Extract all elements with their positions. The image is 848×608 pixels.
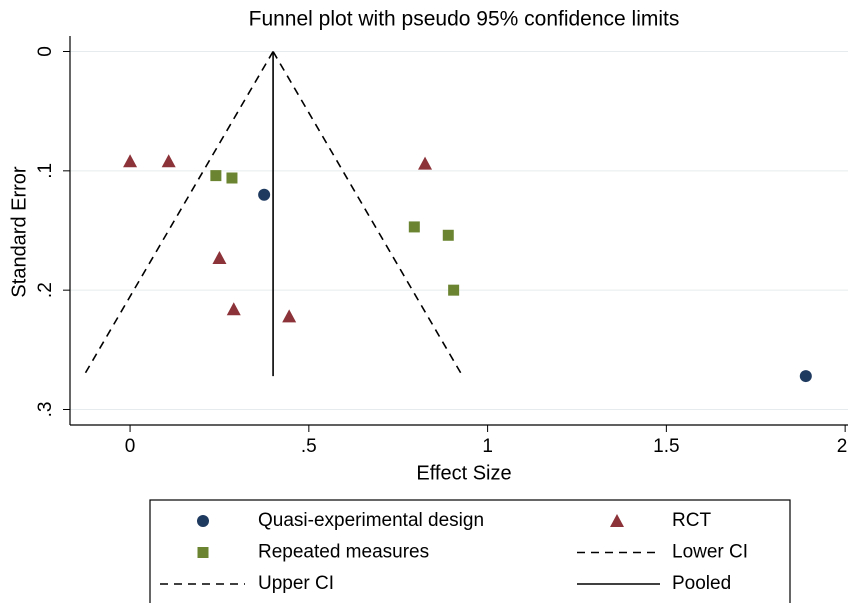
x-tick-label: .5 xyxy=(301,436,317,457)
point xyxy=(448,284,460,296)
legend-label: Pooled xyxy=(672,573,731,594)
y-axis-label: Standard Error xyxy=(8,166,30,298)
point xyxy=(161,154,176,168)
x-tick-label: 0 xyxy=(125,436,136,457)
point xyxy=(408,221,420,233)
legend-swatch xyxy=(610,514,624,527)
point xyxy=(799,370,812,383)
point xyxy=(210,170,222,182)
point xyxy=(418,156,433,170)
y-tick-label: .1 xyxy=(35,163,56,179)
legend-label: Quasi-experimental design xyxy=(258,510,484,531)
y-tick-label: .3 xyxy=(35,402,56,418)
legend-swatch xyxy=(197,547,209,558)
x-tick-label: 1.5 xyxy=(653,436,679,457)
x-tick-label: 2 xyxy=(837,436,848,457)
series-line xyxy=(82,51,274,377)
legend-swatch xyxy=(197,515,209,527)
x-tick-label: 1 xyxy=(482,436,493,457)
x-axis-label: Effect Size xyxy=(416,462,511,484)
y-tick-label: 0 xyxy=(35,46,56,57)
point xyxy=(212,250,227,264)
point xyxy=(258,188,271,201)
legend-label: Repeated measures xyxy=(258,542,429,563)
legend-label: RCT xyxy=(672,510,711,531)
legend-box xyxy=(149,499,791,608)
point xyxy=(226,172,238,184)
legend-label: Upper CI xyxy=(258,573,334,594)
series-line xyxy=(272,51,464,377)
y-tick-label: .2 xyxy=(35,282,56,298)
chart-title: Funnel plot with pseudo 95% confidence l… xyxy=(249,8,680,31)
point xyxy=(442,229,454,241)
point xyxy=(282,309,297,323)
legend-label: Lower CI xyxy=(672,542,748,563)
point xyxy=(123,154,138,168)
point xyxy=(226,302,241,316)
